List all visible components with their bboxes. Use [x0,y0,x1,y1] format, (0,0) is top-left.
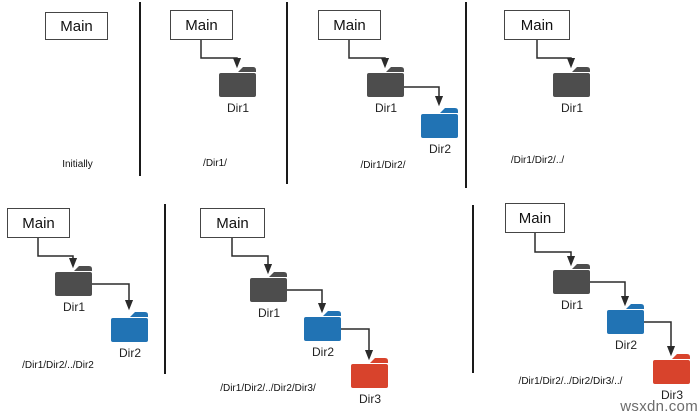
main-box: Main [318,10,381,40]
path-label: /Dir1/Dir2/../Dir2 [22,360,94,371]
folder-label: Dir3 [660,388,683,402]
path-label: /Dir1/Dir2/../ [510,155,565,166]
folder-icon-dir1 [366,65,406,98]
main-label: Main [216,214,249,232]
folder-icon-dir2 [110,310,150,343]
main-label: Main [185,16,218,34]
path-label: Initially [62,159,93,170]
path-label: /Dir1/Dir2/../Dir2/Dir3/ [220,383,316,394]
folder-label: Dir1 [560,298,583,312]
path-label: /Dir1/ [203,158,227,169]
folder-label: Dir1 [62,300,85,314]
folder-label: Dir2 [614,338,637,352]
folder-label: Dir1 [374,101,397,115]
arrow-main-dir1 [37,238,78,269]
main-label: Main [333,16,366,34]
folder-icon-dir1 [249,270,289,303]
main-box: Main [170,10,233,40]
folder-label: Dir2 [428,142,451,156]
main-label: Main [518,209,552,227]
main-box: Main [45,12,108,40]
folder-label: Dir2 [311,345,334,359]
folder-icon-dir3 [350,356,390,389]
arrow-main-dir1 [536,40,576,69]
main-box: Main [505,203,565,233]
arrow-main-dir1 [200,40,242,69]
folder-icon-dir2 [303,309,343,342]
folder-icon-dir3 [652,352,692,385]
arrow-main-dir1 [348,40,390,69]
folder-label: Dir1 [226,101,249,115]
main-label: Main [22,214,55,232]
folder-icon-dir1 [54,264,94,297]
arrow-main-dir1 [231,238,273,275]
path-label: /Dir1/Dir2/ [360,160,406,171]
folder-icon-dir1 [552,262,592,295]
main-label: Main [60,17,93,35]
main-box: Main [504,10,570,40]
watermark: wsxdn.com [620,398,698,415]
folder-label: Dir2 [118,346,141,360]
folder-icon-dir1 [552,65,592,98]
arrow-main-dir1 [534,233,576,267]
folder-label: Dir1 [257,306,280,320]
main-box: Main [200,208,265,238]
main-box: Main [7,208,70,238]
folder-label: Dir1 [560,101,583,115]
folder-icon-dir2 [420,106,460,139]
main-label: Main [520,16,554,34]
folder-icon-dir2 [606,302,646,335]
path-label: /Dir1/Dir2/../Dir2/Dir3/../ [518,376,623,387]
folder-icon-dir1 [218,65,258,98]
folder-label: Dir3 [358,392,381,406]
